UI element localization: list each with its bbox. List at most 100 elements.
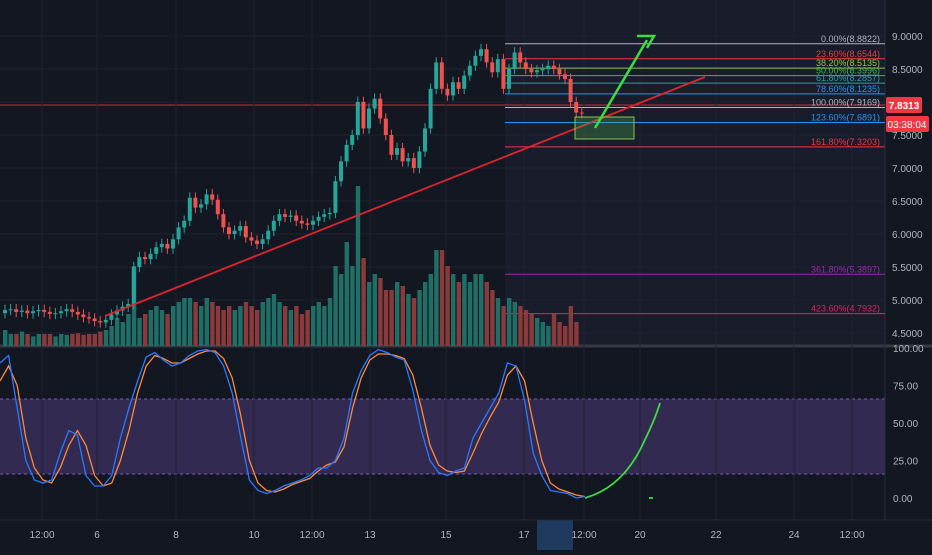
volume-bar [260,302,265,346]
fib-level-label: 50.00%(8.3996) [816,66,880,76]
volume-bar [495,298,501,346]
stoch-band [0,399,885,474]
volume-bar [428,274,433,346]
candle-body [490,62,495,73]
candle-body [333,181,338,213]
candle-body [389,135,394,155]
volume-bar [372,274,377,346]
volume-bar [378,278,383,346]
candle-body [535,70,539,73]
volume-bar [204,298,209,346]
candle-body [215,199,220,215]
candle-body [3,309,7,314]
candle-body [540,69,545,71]
volume-bar [215,306,221,346]
price-tick-label: 5.0000 [892,296,923,307]
volume-bar [288,310,293,346]
candle-body [187,197,192,221]
volume-bar [176,302,181,346]
candle-body [193,197,198,208]
stoch-tick-label: 25.00 [893,457,918,468]
candle-body [171,239,175,249]
candle-body [103,319,108,323]
target-box [574,116,635,140]
volume-bar [501,306,506,346]
candle-body [243,226,248,238]
volume-bar [523,310,529,346]
candle-body [428,88,433,129]
stoch-tick-label: 75.00 [893,382,918,393]
volume-bar [81,334,86,346]
current-price-badge [886,97,922,113]
volume-bar [299,314,305,346]
candle-body [165,243,170,249]
candle-body [42,309,47,312]
price-tick-label: 4.5000 [892,329,923,340]
time-tick-label: 8 [173,530,179,541]
candle-body [271,220,276,231]
fib-level-label: 0.00%(8.8822) [821,34,880,44]
candle-body [87,317,91,319]
candle-body [445,88,450,96]
volume-bar [255,310,260,346]
volume-bar [563,326,568,346]
candle-body [154,247,159,254]
volume-bar [322,306,327,346]
volume-bar [25,334,30,346]
candle-body [98,321,103,323]
volume-bar [344,242,349,346]
volume-bar [367,282,372,346]
candle-body [484,49,489,63]
candle-body [143,257,147,260]
volume-bar [456,282,461,346]
candle-body [462,75,467,89]
volume-bar [540,322,545,346]
stoch-k-line [0,348,585,499]
volume-bar [479,274,484,346]
candle-body [210,194,215,200]
volume-bar [187,298,193,346]
volume-bar [445,266,450,346]
volume-bar [389,290,394,346]
volume-bar [462,274,467,346]
volume-bar [395,282,400,346]
candle-body [25,310,30,314]
candle-body [109,314,114,320]
volume-bar [467,282,473,346]
candle-body [518,52,523,63]
volume-bar [406,294,411,346]
candle-body [361,102,366,129]
time-tick-label: 12:00 [29,530,54,541]
volume-bar [53,336,58,346]
volume-bar [283,306,288,346]
current-price-value: 7.8313 [889,101,920,112]
candle-body [266,230,271,240]
candle-body [92,318,97,322]
candle-body [411,158,416,168]
volume-bar [8,334,13,346]
candle-body [400,148,405,162]
candle-body [238,226,243,231]
candle-body [59,311,63,314]
candle-body [53,313,58,315]
volume-bar [232,310,237,346]
volume-bar [42,334,47,346]
volume-bar [109,326,114,346]
candle-body [495,59,500,73]
volume-bar [227,306,232,346]
target-arrow [593,39,649,129]
candle-body [383,118,388,135]
candle-body [283,214,287,217]
candle-body [395,148,399,155]
volume-bar [75,333,81,346]
volume-bar [165,314,170,346]
candle-body [305,223,310,225]
candle-body [467,65,472,76]
candle-body [479,49,483,56]
target-arrow-head [637,34,657,49]
volume-bar [120,322,125,346]
candle-body [115,310,119,315]
fib-level-label: 423.60%(4.7932) [811,304,880,314]
